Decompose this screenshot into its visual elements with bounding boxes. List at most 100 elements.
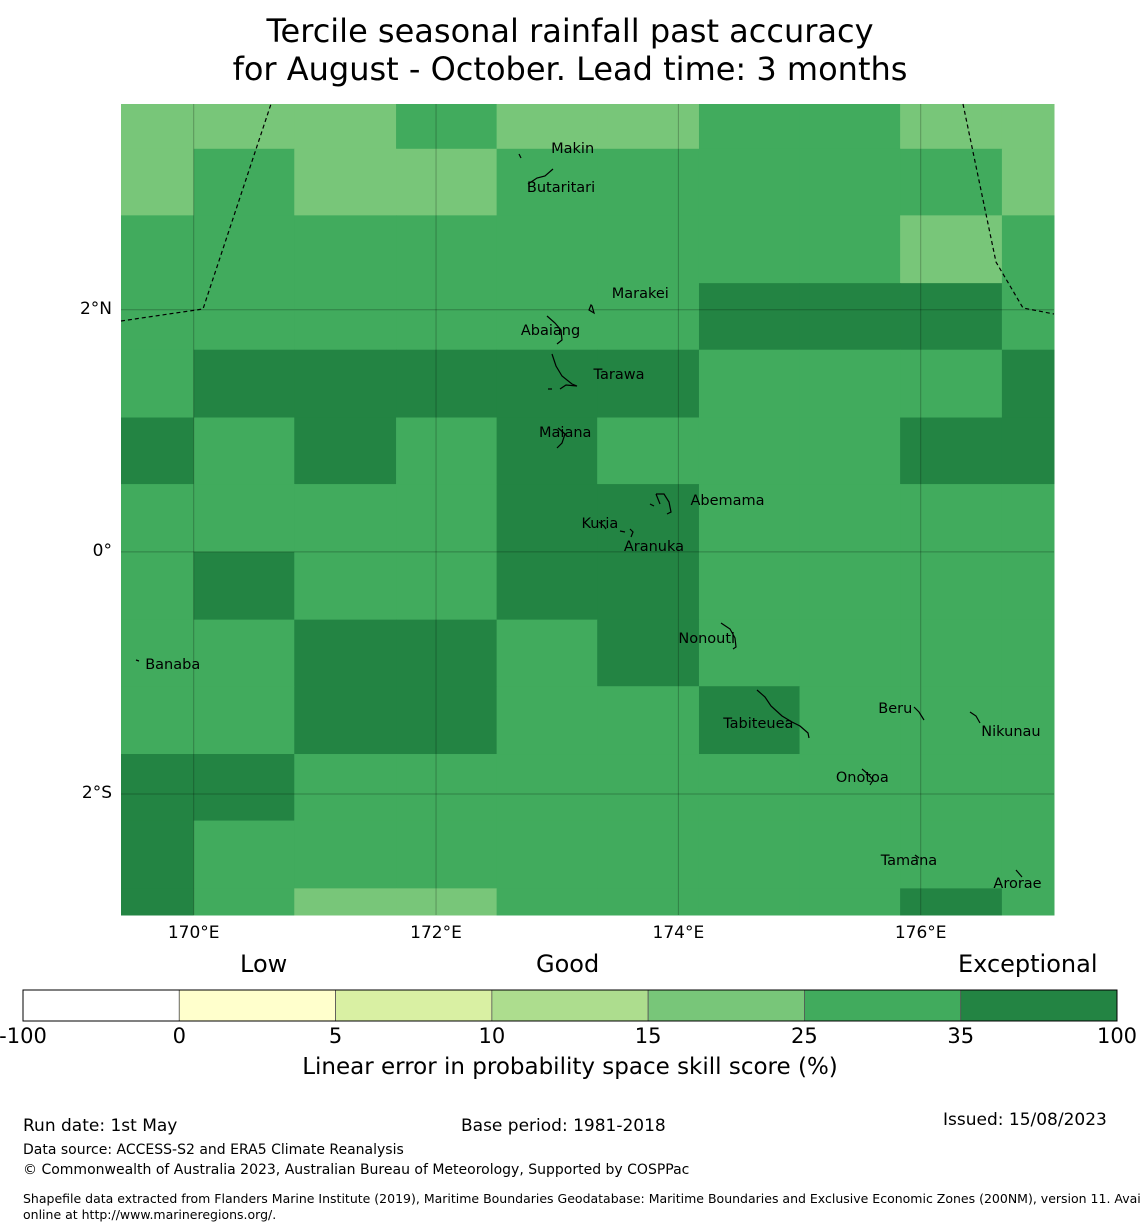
skill-cell bbox=[1001, 820, 1055, 889]
skill-cell bbox=[121, 551, 195, 621]
skill-cell bbox=[799, 888, 901, 916]
skill-cell bbox=[799, 148, 901, 216]
place-label: Butaritari bbox=[526, 179, 596, 196]
skill-cell bbox=[597, 619, 700, 687]
skill-cell bbox=[799, 215, 901, 284]
skill-cell bbox=[294, 148, 397, 216]
skill-cell bbox=[496, 686, 598, 755]
skill-cell bbox=[1001, 619, 1055, 687]
skill-cell bbox=[1001, 417, 1055, 485]
graticule bbox=[121, 104, 1054, 915]
map-title-line1: Tercile seasonal rainfall past accuracy bbox=[266, 12, 874, 50]
latitude-tick-label: 0° bbox=[92, 540, 112, 561]
skill-cell bbox=[799, 349, 901, 419]
skill-cell bbox=[698, 283, 801, 351]
skill-cell bbox=[1001, 148, 1055, 216]
skill-cell bbox=[294, 417, 397, 485]
skill-cell bbox=[698, 619, 801, 687]
skill-cell bbox=[193, 484, 295, 553]
colorbar-tick-label: 15 bbox=[634, 1024, 662, 1048]
skill-cell bbox=[799, 619, 901, 687]
eez-boundary-east bbox=[962, 103, 1055, 315]
skill-cell bbox=[121, 215, 195, 284]
skill-cell bbox=[294, 283, 397, 351]
skill-cell bbox=[900, 888, 1003, 916]
island-banaba bbox=[135, 659, 140, 662]
skill-cell bbox=[799, 820, 901, 889]
skill-cell bbox=[597, 283, 700, 351]
category-good-label: Good bbox=[536, 950, 600, 978]
skill-cell bbox=[900, 104, 1003, 150]
skill-cell bbox=[900, 686, 1003, 755]
colorbar-outline bbox=[22, 989, 1118, 1022]
place-label: Marakei bbox=[611, 286, 669, 303]
skill-cell bbox=[1001, 888, 1055, 916]
skill-cell bbox=[496, 888, 598, 916]
skill-cell bbox=[193, 551, 295, 621]
skill-cell bbox=[193, 349, 295, 419]
skill-cell bbox=[799, 104, 901, 150]
island-maiana bbox=[556, 427, 566, 449]
skill-cell bbox=[396, 619, 498, 687]
skill-cell bbox=[396, 349, 498, 419]
skill-cell bbox=[121, 619, 195, 687]
skill-cell bbox=[1001, 551, 1055, 621]
colorbar-tick-label: 25 bbox=[791, 1024, 818, 1048]
run-date: Run date: 1st May bbox=[23, 1116, 178, 1136]
island-abaiang bbox=[546, 315, 563, 345]
place-label: Aranuka bbox=[623, 539, 685, 556]
eez-boundary-west bbox=[120, 103, 272, 322]
skill-cell bbox=[294, 619, 397, 687]
island-marakei bbox=[588, 303, 595, 315]
base-period: Base period: 1981-2018 bbox=[461, 1116, 666, 1136]
skill-cell bbox=[294, 104, 397, 150]
eez-boundaries bbox=[120, 103, 1055, 322]
skill-cell bbox=[496, 619, 598, 687]
skill-cell bbox=[121, 888, 195, 916]
place-label: Onotoa bbox=[835, 770, 889, 787]
place-label: Arorae bbox=[993, 875, 1042, 892]
place-label: Beru bbox=[878, 701, 913, 718]
island-tamana bbox=[914, 854, 920, 859]
skill-cell bbox=[396, 215, 498, 284]
skill-cell bbox=[294, 686, 397, 755]
skill-cell bbox=[597, 754, 700, 822]
skill-cell bbox=[900, 820, 1003, 889]
skill-cell bbox=[1001, 686, 1055, 755]
skill-cell bbox=[396, 417, 498, 485]
island-abemama-west bbox=[649, 503, 655, 507]
skill-cell bbox=[193, 148, 295, 216]
colorbar-tick-label: -100 bbox=[0, 1024, 47, 1048]
skill-cell bbox=[698, 551, 801, 621]
skill-cell bbox=[900, 349, 1003, 419]
skill-cell bbox=[799, 754, 901, 822]
skill-cell bbox=[900, 148, 1003, 216]
colorbar-bin bbox=[22, 989, 180, 1022]
skill-cell bbox=[193, 417, 295, 485]
skill-cell bbox=[396, 484, 498, 553]
island-nonouti bbox=[720, 622, 737, 650]
skill-cell bbox=[294, 888, 397, 916]
skill-cell bbox=[597, 551, 700, 621]
colorbar-bin bbox=[960, 989, 1118, 1022]
skill-cell bbox=[698, 349, 801, 419]
place-label: Banaba bbox=[145, 656, 201, 673]
colorbar bbox=[22, 989, 1118, 1022]
category-exceptional-label: Exceptional bbox=[958, 950, 1098, 978]
skill-cell bbox=[496, 551, 598, 621]
skill-cell bbox=[698, 888, 801, 916]
island-butaritari bbox=[527, 168, 554, 185]
skill-cell bbox=[396, 888, 498, 916]
skill-cell bbox=[900, 215, 1003, 284]
skill-cell bbox=[121, 283, 195, 351]
skill-cell bbox=[496, 215, 598, 284]
island-tarawa bbox=[551, 353, 578, 390]
skill-cell bbox=[121, 686, 195, 755]
island-onotoa bbox=[861, 768, 874, 786]
island-outlines bbox=[135, 153, 1023, 878]
longitude-tick-label: 174°E bbox=[652, 923, 705, 943]
skill-cell bbox=[1001, 349, 1055, 419]
skill-cell bbox=[496, 820, 598, 889]
skill-cell bbox=[698, 215, 801, 284]
skill-cell bbox=[1001, 484, 1055, 553]
